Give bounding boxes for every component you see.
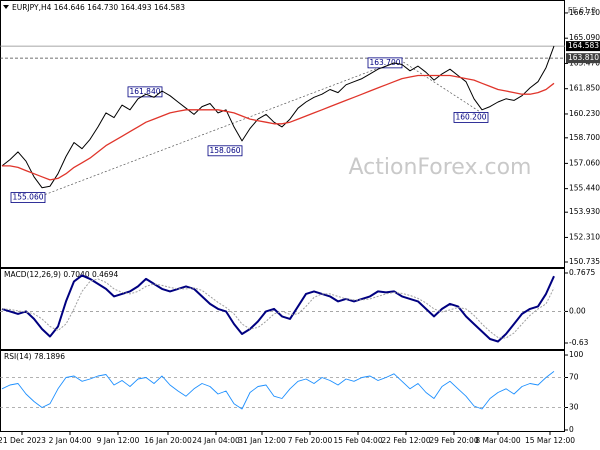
macd-title: MACD(12,26,9) 0.7040 0.4694 xyxy=(4,270,118,279)
y-tick-label: 161.850 xyxy=(569,84,600,93)
price-panel xyxy=(0,0,565,268)
y-tick-label: 153.930 xyxy=(569,207,600,216)
y-tick-label: 0.00 xyxy=(569,306,586,315)
price-label-box xyxy=(566,53,600,64)
x-tick-label: 29 Feb 20:00 xyxy=(429,436,478,445)
price-label-box xyxy=(566,41,600,52)
rsi-title: RSI(14) 78.1896 xyxy=(4,352,65,361)
x-tick-label: 9 Jan 12:00 xyxy=(97,436,140,445)
x-tick-label: 8 Mar 04:00 xyxy=(475,436,521,445)
watermark: ActionForex.com xyxy=(349,155,532,180)
series-line xyxy=(1,278,555,339)
x-tick-label: 22 Feb 12:00 xyxy=(381,436,430,445)
x-tick-label: 24 Jan 04:00 xyxy=(192,436,240,445)
price-label: 163.810 xyxy=(568,53,599,62)
annotation-label: 161.840 xyxy=(129,87,160,96)
menu-icon xyxy=(3,5,9,9)
macd-panel xyxy=(0,268,565,350)
x-tick-label: 21 Dec 2023 xyxy=(0,436,46,445)
fibonacci-label: FE 61.8 xyxy=(568,6,596,15)
y-tick-label: 157.060 xyxy=(569,158,600,167)
y-tick-label: 166.710 xyxy=(569,8,600,17)
y-tick-label: 30 xyxy=(569,402,579,411)
y-tick-label: 152.310 xyxy=(569,232,600,241)
annotation-box xyxy=(10,192,46,203)
series-line xyxy=(1,371,555,410)
price-label: 164.583 xyxy=(568,41,599,50)
trend-line xyxy=(399,59,485,115)
series-line xyxy=(1,45,555,189)
y-tick-label: 158.700 xyxy=(569,133,600,142)
y-tick-label: 0 xyxy=(569,425,574,434)
annotation-box xyxy=(453,112,489,123)
y-tick-label: 70 xyxy=(569,373,579,382)
series-line xyxy=(2,74,555,181)
x-tick-label: 2 Jan 04:00 xyxy=(49,436,92,445)
annotation-label: 160.200 xyxy=(455,112,486,121)
annotation-box xyxy=(367,57,403,69)
x-tick-label: 15 Feb 04:00 xyxy=(333,436,382,445)
chart-title: EURJPY,H4 164.646 164.730 164.493 164.58… xyxy=(12,3,185,12)
x-tick-label: 31 Jan 12:00 xyxy=(238,436,286,445)
y-tick-label: 150.735 xyxy=(569,257,600,266)
y-tick-label: 155.440 xyxy=(569,184,600,193)
series-line xyxy=(1,274,555,343)
x-tick-label: 15 Mar 12:00 xyxy=(525,436,575,445)
x-tick-label: 7 Feb 20:00 xyxy=(288,436,333,445)
y-tick-label: -0.63 xyxy=(569,338,589,347)
trend-line xyxy=(44,59,401,195)
annotation-box xyxy=(207,145,243,157)
y-tick-label: 100 xyxy=(569,350,584,359)
x-tick-label: 16 Jan 20:00 xyxy=(144,436,192,445)
y-tick-label: 160.230 xyxy=(569,109,600,118)
y-tick-label: 0.7675 xyxy=(569,268,595,277)
annotation-label: 155.060 xyxy=(12,193,43,202)
annotation-label: 163.700 xyxy=(369,58,400,67)
annotation-label: 158.060 xyxy=(209,146,240,155)
y-tick-label: 165.090 xyxy=(569,33,600,42)
annotation-box xyxy=(127,86,163,98)
rsi-panel xyxy=(0,350,565,432)
